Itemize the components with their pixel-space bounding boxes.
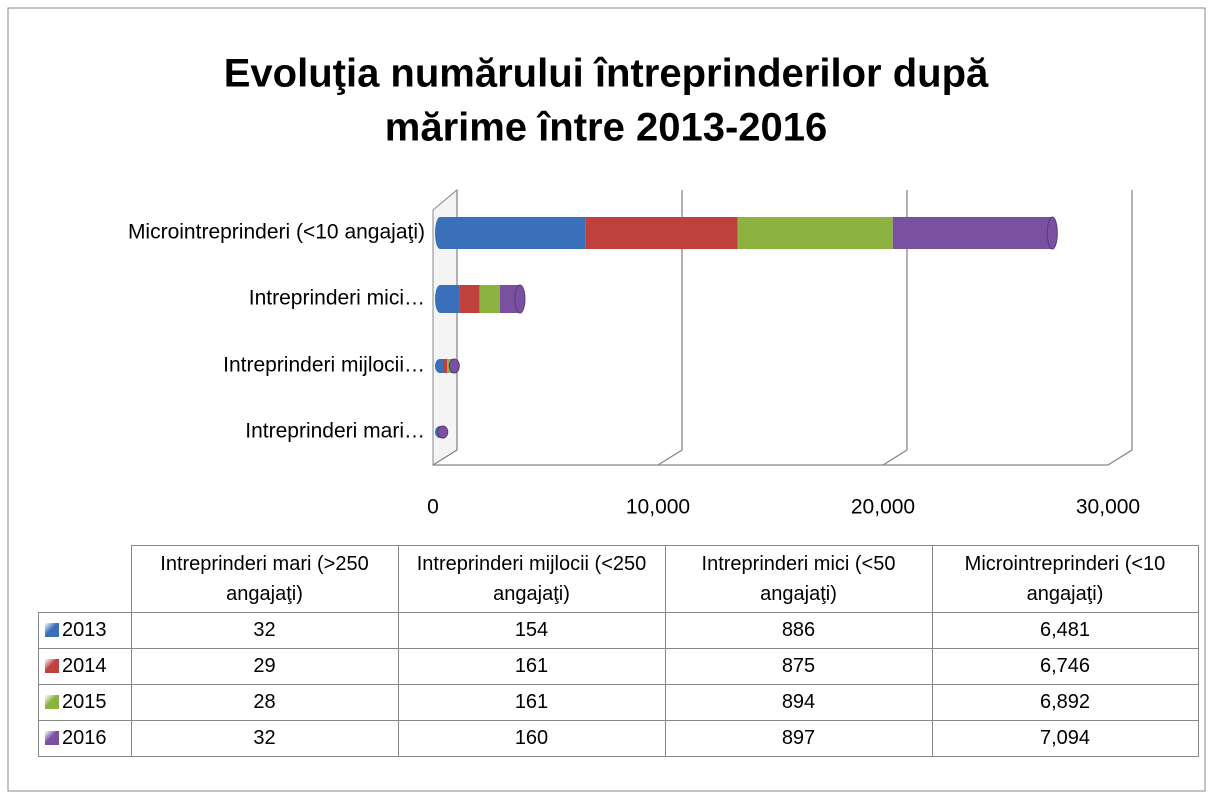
bar [585, 217, 738, 249]
grid-line [432, 190, 458, 466]
legend-key [45, 623, 59, 637]
y-tick-label: Intreprinderi mijlocii… [223, 354, 425, 377]
table-cell: 28 [130, 684, 399, 721]
legend-cell: 2013 [38, 612, 132, 649]
legend-key [45, 731, 59, 745]
table-cell: 875 [664, 648, 933, 685]
grid-line [657, 190, 683, 466]
x-tick-label: 30,000 [1076, 496, 1140, 519]
bar [479, 285, 500, 313]
table-header: Intreprinderi mari (>250 angajaţi) [130, 545, 399, 613]
table-corner [38, 545, 132, 613]
table-cell: 7,094 [931, 720, 1199, 757]
table-row: 2013 32 154 886 6,481 [38, 612, 1199, 649]
table-row: 2015 28 161 894 6,892 [38, 684, 1199, 721]
bar [443, 359, 448, 373]
bar-cap [514, 284, 526, 314]
bar [892, 217, 1053, 249]
bar [440, 359, 444, 373]
table-cell: 161 [397, 648, 666, 685]
legend-label: 2014 [62, 655, 107, 677]
legend-cell: 2014 [38, 648, 132, 685]
bar-cap [448, 358, 460, 374]
table-row: 2016 32 160 897 7,094 [38, 720, 1199, 757]
table-header: Intreprinderi mijlocii (<250 angajaţi) [397, 545, 666, 613]
legend-key [45, 695, 59, 709]
legend-label: 2015 [62, 691, 107, 713]
table-cell: 897 [664, 720, 933, 757]
table-cell: 160 [397, 720, 666, 757]
legend-cell: 2016 [38, 720, 132, 757]
x-tick-label: 0 [427, 496, 439, 519]
table-cell: 32 [130, 720, 399, 757]
x-tick-label: 10,000 [626, 496, 690, 519]
bar [499, 285, 520, 313]
table-cell: 6,746 [931, 648, 1199, 685]
chart-title: mărime între 2013-2016 [385, 106, 828, 150]
y-tick-label: Intreprinderi mici… [249, 287, 425, 310]
table-header: Intreprinderi mici (<50 angajaţi) [664, 545, 933, 613]
bar-cap [437, 425, 449, 439]
table-cell: 6,481 [931, 612, 1199, 649]
bar [440, 217, 586, 249]
table-cell: 6,892 [931, 684, 1199, 721]
grid-line [1107, 190, 1133, 466]
chart-title: Evoluţia numărului întreprinderilor după [224, 52, 989, 96]
y-tick-label: Microintreprinderi (<10 angajaţi) [128, 221, 425, 244]
legend-cell: 2015 [38, 684, 132, 721]
legend-label: 2016 [62, 727, 107, 749]
table-cell: 161 [397, 684, 666, 721]
y-tick-label: Intreprinderi mari… [245, 420, 425, 443]
bar [440, 285, 460, 313]
bar [737, 217, 893, 249]
chart-border [7, 7, 1206, 792]
legend-key [45, 659, 59, 673]
table-header: Microintreprinderi (<10 angajaţi) [931, 545, 1199, 613]
table-row: 2014 29 161 875 6,746 [38, 648, 1199, 685]
x-tick-label: 20,000 [851, 496, 915, 519]
table-cell: 154 [397, 612, 666, 649]
table-cell: 32 [130, 612, 399, 649]
bar [459, 285, 480, 313]
table-cell: 894 [664, 684, 933, 721]
data-table: Intreprinderi mari (>250 angajaţi) Intrep… [38, 545, 1199, 757]
table-cell: 29 [130, 648, 399, 685]
grid-line [882, 190, 908, 466]
bar-cap [1046, 216, 1058, 250]
legend-label: 2013 [62, 619, 107, 641]
table-cell: 886 [664, 612, 933, 649]
